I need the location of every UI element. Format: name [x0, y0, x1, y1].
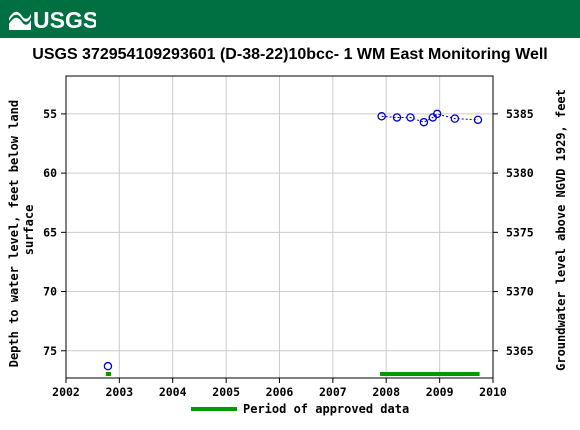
x-tick-label: 2004 — [159, 385, 187, 399]
y-right-tick-label: 5370 — [506, 285, 534, 299]
x-tick-label: 2009 — [426, 385, 454, 399]
y-left-tick-label: 65 — [43, 225, 57, 239]
x-axis-ticks: 2002 2003 2004 2005 2006 2007 2008 2009 2010 — [52, 378, 507, 399]
y-left-tick-label: 60 — [43, 166, 57, 180]
legend-label: Period of approved data — [243, 402, 409, 416]
y-axis-left-ticks: 55 60 65 70 75 — [43, 107, 66, 358]
legend: Period of approved data — [191, 402, 409, 416]
y-right-tick-label: 5385 — [506, 107, 534, 121]
x-tick-label: 2003 — [105, 385, 133, 399]
usgs-logo-text: USGS — [33, 7, 96, 33]
series-line — [381, 113, 478, 123]
data-point — [406, 113, 415, 122]
x-tick-label: 2005 — [212, 385, 240, 399]
x-tick-label: 2010 — [479, 385, 507, 399]
usgs-banner: USGS — [0, 0, 580, 38]
data-point — [432, 109, 442, 119]
x-tick-label: 2008 — [372, 385, 400, 399]
y-right-tick-label: 5380 — [506, 166, 534, 180]
data-point — [450, 114, 460, 123]
y-axis-right-label: Groundwater level above NGVD 1929, feet — [554, 89, 568, 371]
data-point — [473, 115, 483, 125]
x-tick-label: 2007 — [319, 385, 347, 399]
y-left-tick-label: 75 — [43, 344, 57, 358]
y-axis-left-label-line1: Depth to water level, feet below land — [7, 100, 21, 367]
x-tick-label: 2006 — [266, 385, 294, 399]
data-point — [419, 117, 429, 127]
y-left-tick-label: 70 — [43, 285, 57, 299]
grid-lines — [65, 76, 494, 378]
data-connector-line — [381, 113, 478, 123]
y-right-tick-label: 5375 — [506, 225, 534, 239]
y-axis-left-label-line2: surface — [22, 205, 36, 256]
usgs-logo: USGS — [9, 7, 96, 33]
y-right-tick-label: 5365 — [506, 344, 534, 358]
y-left-tick-label: 55 — [43, 107, 57, 121]
y-axis-right-ticks: 5385 5380 5375 5370 5365 — [493, 107, 534, 358]
data-points — [103, 109, 483, 371]
y-axis-left-label: Depth to water level, feet below land su… — [7, 93, 36, 368]
data-point — [103, 361, 113, 371]
chart-title: USGS 372954109293601 (D-38-22)10bcc- 1 W… — [32, 46, 547, 63]
data-point — [377, 112, 386, 121]
x-tick-label: 2002 — [52, 385, 80, 399]
data-point — [392, 113, 402, 122]
